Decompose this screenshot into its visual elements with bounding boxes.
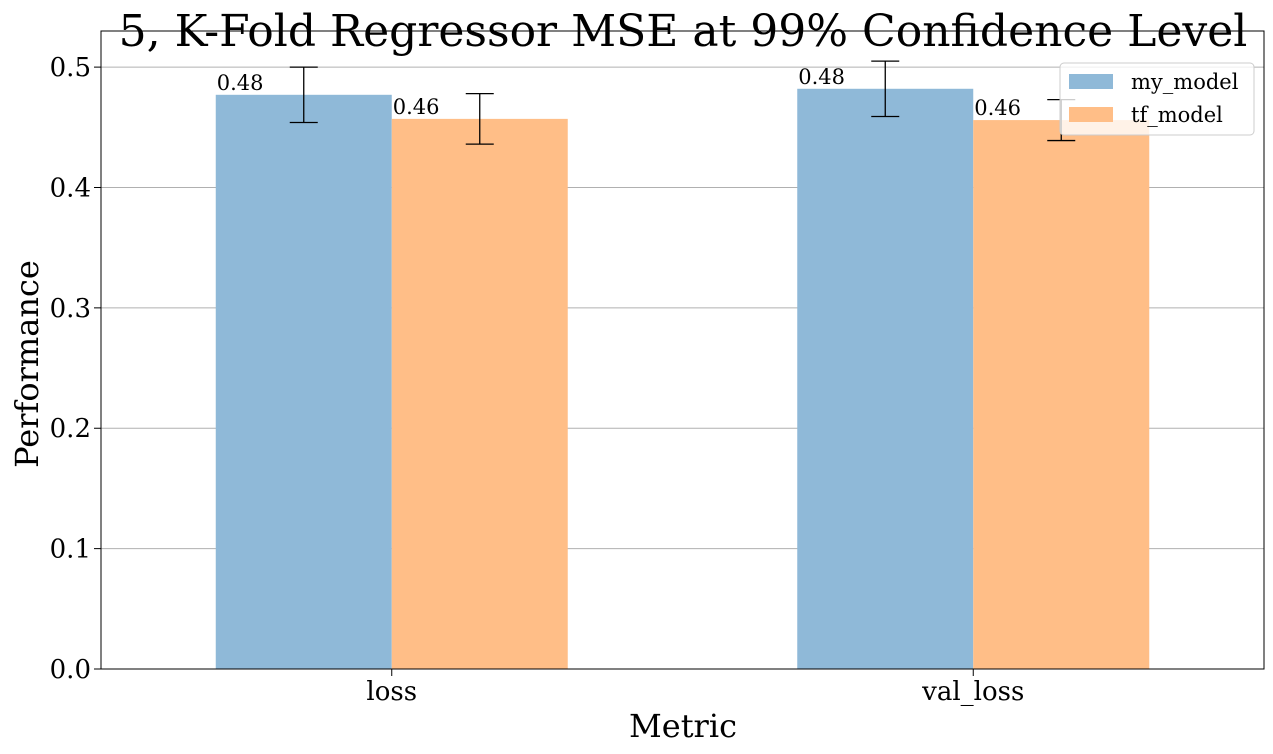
y-tick-label: 0.1 [50,535,91,565]
data-label: 0.46 [393,95,440,119]
y-tick-label: 0.0 [50,655,91,685]
bar-my_model-loss [215,94,392,670]
x-axis-title: Metric [629,707,737,745]
x-tick-label: val_loss [921,677,1024,707]
data-label: 0.48 [217,71,264,95]
bar-tf_model-val_loss [973,120,1150,670]
legend-swatch-tf_model [1069,107,1113,122]
bar-value-labels: 0.48 0.46 0.48 0.46 [217,65,1021,120]
plot-frame [100,30,1265,670]
y-tick-label: 0.5 [50,53,91,83]
bar-tf_model-loss [391,118,568,669]
legend-swatch-my_model [1069,74,1113,89]
y-tick-label: 0.4 [50,173,91,203]
chart-title: 5, K-Fold Regressor MSE at 99% Confidenc… [119,6,1248,57]
y-tick-label: 0.3 [50,294,91,324]
x-tick-label: loss [366,677,417,707]
data-label: 0.48 [798,65,845,89]
legend-label: tf_model [1131,103,1223,127]
y-axis-title: Performance [8,260,46,468]
y-tick-label: 0.2 [50,414,91,444]
x-axis: loss val_loss [366,669,1024,707]
legend-label: my_model [1131,70,1239,94]
y-axis: 0.0 0.1 0.2 0.3 0.4 0.5 [50,53,101,685]
legend: my_model tf_model [1059,62,1255,136]
bars [215,88,1150,670]
bar-my_model-val_loss [797,88,974,670]
data-label: 0.46 [974,96,1021,120]
